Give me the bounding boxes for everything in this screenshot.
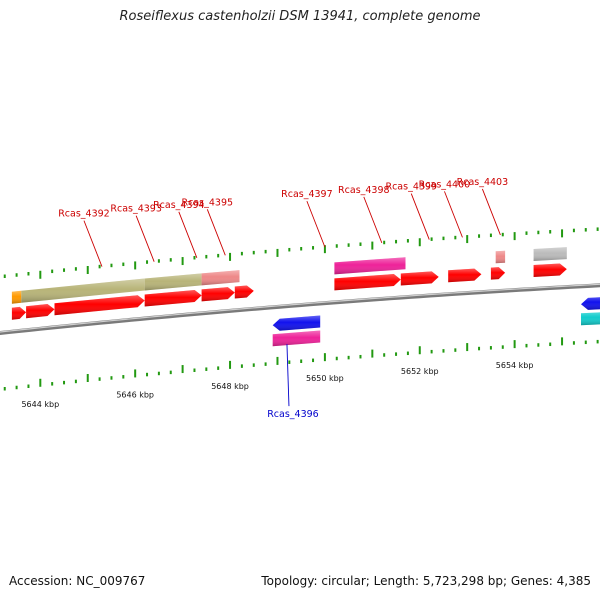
tick-track-top <box>3 227 599 279</box>
scale-label: 5652 kbp <box>401 367 439 376</box>
gene-label-text: Rcas_4393 <box>110 204 162 215</box>
gene-label[interactable]: Rcas_4392 <box>58 209 110 267</box>
gene-label-text: Rcas_4400 <box>419 179 471 190</box>
gene-feature[interactable] <box>144 290 202 307</box>
accession-text: Accession: NC_009767 <box>9 574 146 588</box>
scale-label: 5654 kbp <box>496 361 534 370</box>
gene-label[interactable]: Rcas_4395 <box>182 197 234 256</box>
gene-label[interactable]: Rcas_4393 <box>110 204 162 262</box>
gene-label-text: Rcas_4394 <box>153 200 205 211</box>
gene-feature[interactable] <box>234 285 254 299</box>
gene-label[interactable]: Rcas_4399 <box>385 182 437 240</box>
scale-label: 5650 kbp <box>306 374 344 383</box>
gene-feature[interactable] <box>334 274 401 291</box>
gene-label-text: Rcas_4395 <box>182 197 234 208</box>
gene-label[interactable]: Rcas_4403 <box>457 177 509 236</box>
gene-label-text: Rcas_4398 <box>338 185 390 196</box>
gene-feature[interactable] <box>448 268 482 283</box>
gene-feature[interactable] <box>201 287 235 302</box>
gene-label[interactable]: Rcas_4400 <box>419 179 471 238</box>
gene-feature[interactable] <box>21 278 145 303</box>
scale-label: 5648 kbp <box>211 382 249 391</box>
gene-feature[interactable] <box>272 330 321 347</box>
gene-label-text: Rcas_4396 <box>267 409 319 420</box>
map-title: Roseiflexus castenholzii DSM 13941, comp… <box>119 9 481 24</box>
gene-feature[interactable] <box>144 273 202 291</box>
gene-feature[interactable] <box>26 304 55 319</box>
genome-backbone <box>0 283 600 336</box>
gene-feature[interactable] <box>400 271 439 286</box>
scale-label: 5646 kbp <box>116 390 154 399</box>
gene-feature[interactable] <box>533 247 567 261</box>
gene-feature[interactable] <box>490 267 506 280</box>
gene-label-text: Rcas_4399 <box>385 182 437 193</box>
gene-feature[interactable] <box>334 257 406 275</box>
gene-feature[interactable] <box>11 290 22 304</box>
gene-feature[interactable] <box>495 250 506 264</box>
genome-backbone-highlight <box>0 283 600 333</box>
gene-feature[interactable] <box>533 263 567 278</box>
gene-feature[interactable] <box>272 315 321 331</box>
gene-feature[interactable] <box>581 311 600 326</box>
gene-feature[interactable] <box>54 295 145 316</box>
gene-feature[interactable] <box>11 306 27 320</box>
scale-labels: 5644 kbp 5646 kbp 5648 kbp 5650 kbp 5652 kbp… <box>21 361 533 409</box>
gene-feature[interactable] <box>201 270 240 286</box>
tick-track-bottom <box>3 337 599 391</box>
gene-label[interactable]: Rcas_4397 <box>281 189 333 248</box>
gene-label-text: Rcas_4403 <box>457 177 509 188</box>
gene-label-text: Rcas_4397 <box>281 189 333 200</box>
gene-label[interactable]: Rcas_4398 <box>338 185 390 244</box>
gene-label-text: Rcas_4392 <box>58 209 110 220</box>
gene-label[interactable]: Rcas_4396 <box>267 344 319 420</box>
scale-label: 5644 kbp <box>21 400 59 409</box>
gene-feature[interactable] <box>581 296 600 310</box>
summary-text: Topology: circular; Length: 5,723,298 bp… <box>261 574 591 588</box>
feature-track <box>11 247 600 347</box>
gene-label[interactable]: Rcas_4394 <box>153 200 205 258</box>
